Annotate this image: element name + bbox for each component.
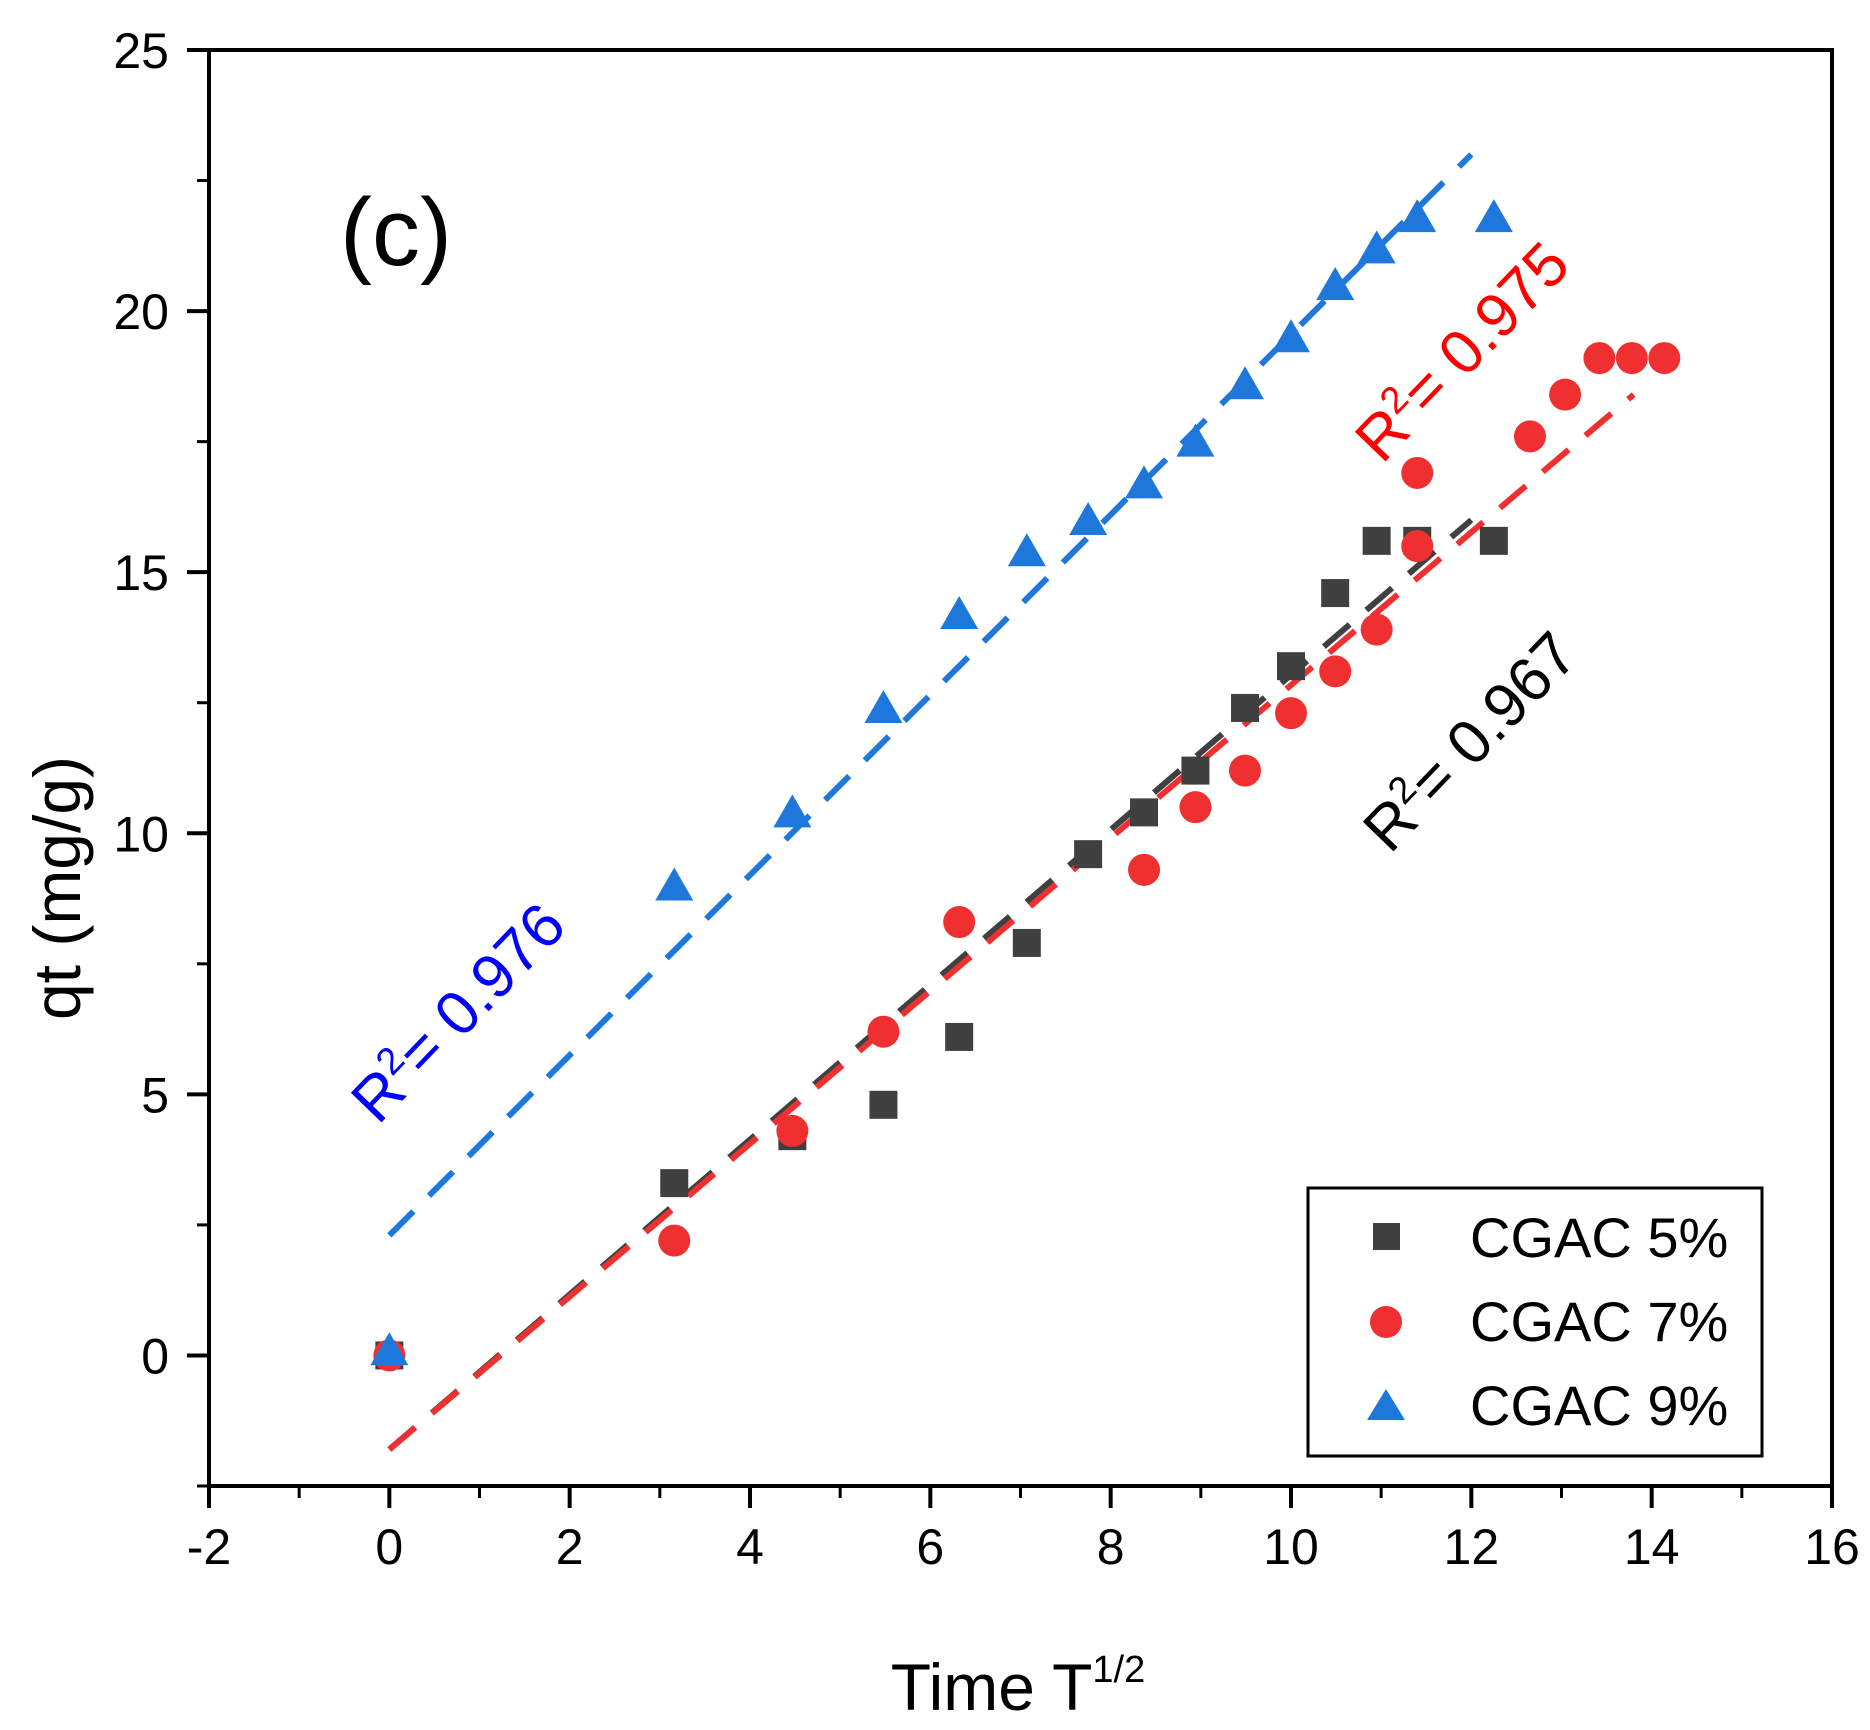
point-9 — [773, 794, 812, 828]
x-tick-label: 12 — [1444, 1519, 1500, 1575]
x-tick-label: 16 — [1804, 1519, 1860, 1575]
point-7 — [658, 1224, 691, 1257]
legend: CGAC 5% CGAC 7% CGAC 9% — [1306, 1186, 1764, 1458]
point-5 — [1479, 526, 1508, 555]
r2-annotations: R2= 0.976 R2= 0.975 R2= 0.967 — [337, 228, 1591, 1136]
point-9 — [1069, 501, 1108, 535]
y-axis-title: qt (mg/g) — [20, 756, 94, 1020]
point-7 — [1549, 378, 1582, 411]
point-9 — [1316, 266, 1355, 300]
point-9 — [1125, 465, 1164, 499]
data-points — [370, 199, 1681, 1372]
r2-label-7: R2= 0.975 — [1341, 228, 1583, 475]
x-tick-label: 6 — [916, 1519, 944, 1575]
point-5 — [1321, 579, 1350, 608]
point-5 — [660, 1169, 689, 1198]
point-7 — [1179, 791, 1212, 824]
point-5 — [1362, 526, 1391, 555]
x-tick-label: 14 — [1624, 1519, 1680, 1575]
point-9 — [1176, 423, 1215, 457]
point-7 — [943, 906, 976, 939]
point-7 — [1648, 342, 1681, 375]
x-tick-label: 4 — [736, 1519, 764, 1575]
point-9 — [1398, 199, 1437, 233]
point-7 — [1401, 456, 1434, 489]
point-9 — [1357, 230, 1396, 264]
point-7 — [1615, 342, 1648, 375]
panel-label: (c) — [340, 179, 452, 286]
point-7 — [1229, 754, 1262, 787]
y-tick-label: 25 — [113, 23, 169, 79]
point-9 — [1272, 319, 1310, 353]
point-9 — [940, 595, 979, 629]
x-axis-title: Time T1/2 — [891, 1649, 1146, 1724]
point-5 — [1181, 756, 1210, 785]
fit-line-9 — [387, 152, 1474, 1238]
point-7 — [1360, 613, 1393, 646]
point-5 — [1277, 652, 1305, 681]
r2-label-5: R2= 0.967 — [1349, 618, 1591, 865]
r2-5-value: = 0.967 — [1396, 619, 1591, 817]
point-7 — [1513, 420, 1546, 453]
point-5 — [1231, 693, 1260, 722]
point-5 — [945, 1022, 974, 1051]
x-axis-title-main: Time T — [891, 1650, 1093, 1724]
point-7 — [1401, 530, 1434, 563]
point-5 — [1012, 928, 1041, 957]
legend-label-9: CGAC 9% — [1470, 1374, 1728, 1437]
legend-marker-7 — [1370, 1306, 1402, 1338]
legend-label-7: CGAC 7% — [1470, 1290, 1728, 1353]
y-tick-label: 20 — [113, 284, 169, 340]
y-tick-label: 5 — [141, 1067, 169, 1123]
x-tick-label: 2 — [556, 1519, 584, 1575]
tick-labels: -2 0 2 4 6 8 10 12 14 16 0 5 10 15 20 25 — [113, 23, 1859, 1575]
x-tick-label: -2 — [187, 1519, 231, 1575]
point-7 — [1128, 853, 1161, 886]
fit-line-7 — [387, 392, 1636, 1452]
point-5 — [1074, 840, 1103, 869]
point-7 — [1583, 342, 1616, 375]
legend-marker-5 — [1373, 1223, 1400, 1250]
legend-marker-9 — [1367, 1389, 1405, 1420]
point-9 — [1007, 533, 1046, 567]
x-tick-label: 0 — [375, 1519, 403, 1575]
y-tick-label: 15 — [113, 545, 169, 601]
x-axis-title-sup: 1/2 — [1092, 1649, 1145, 1691]
r2-label-9: R2= 0.976 — [337, 889, 579, 1136]
point-5 — [1130, 798, 1159, 827]
r2-9-value: = 0.976 — [384, 890, 579, 1088]
point-9 — [1474, 199, 1513, 233]
point-9 — [864, 689, 903, 723]
y-tick-label: 10 — [113, 806, 169, 862]
x-tick-label: 10 — [1263, 1519, 1319, 1575]
point-9 — [655, 867, 694, 901]
legend-label-5: CGAC 5% — [1470, 1206, 1728, 1269]
point-7 — [867, 1015, 900, 1048]
axis-ticks — [187, 48, 1834, 1508]
point-7 — [1319, 655, 1352, 688]
point-5 — [869, 1090, 898, 1119]
point-7 — [1275, 697, 1307, 730]
y-tick-label: 0 — [141, 1328, 169, 1384]
point-7 — [776, 1114, 809, 1147]
x-tick-label: 8 — [1097, 1519, 1125, 1575]
point-9 — [1226, 366, 1265, 400]
point-9 — [370, 1332, 409, 1366]
